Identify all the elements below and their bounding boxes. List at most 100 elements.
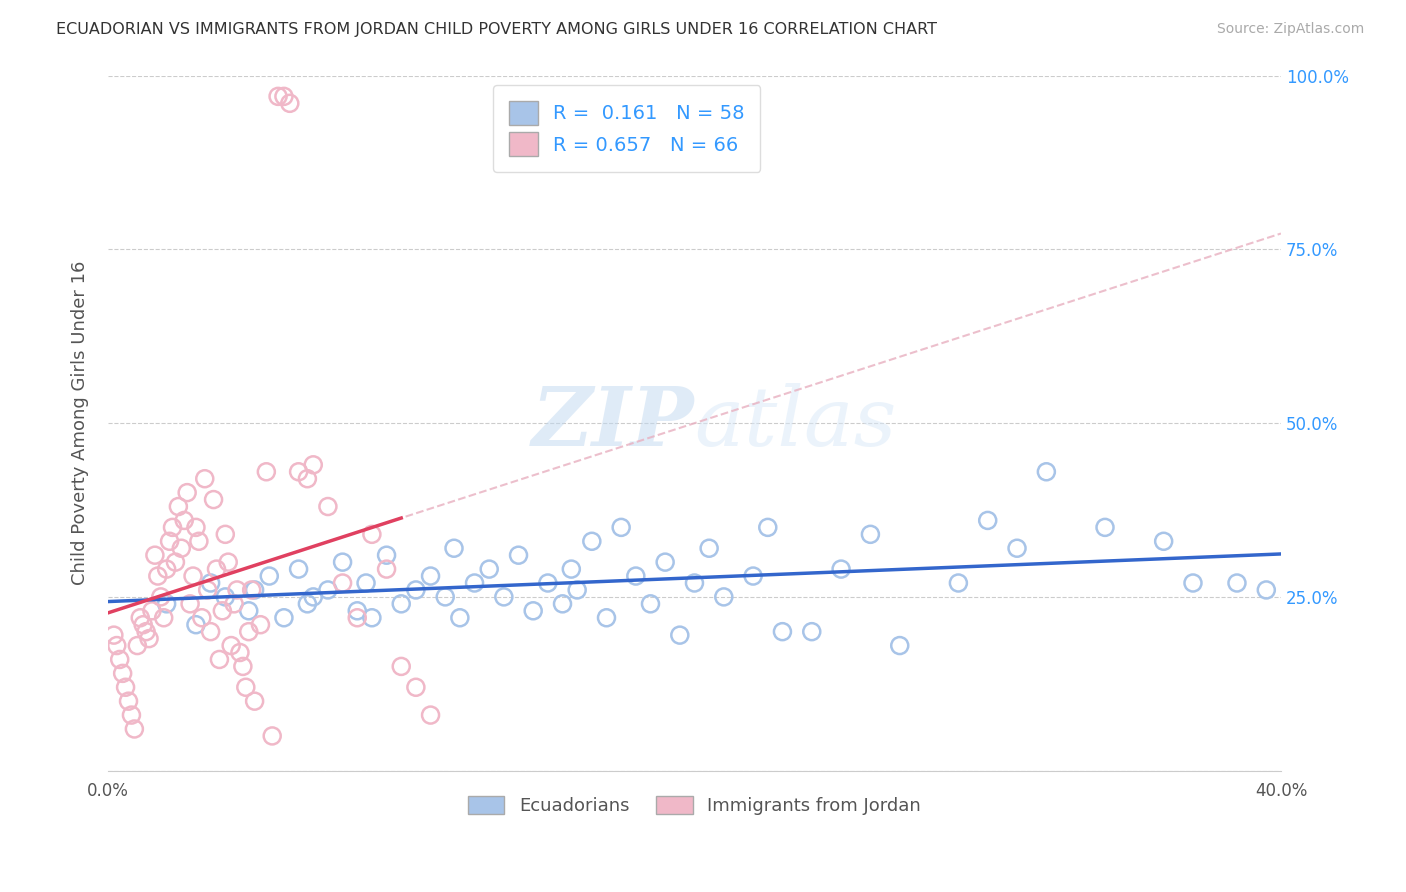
Point [302,458,325,472]
Point [149,590,172,604]
Point [156,562,179,576]
Point [405,680,427,694]
Point [361,527,384,541]
Point [492,590,515,604]
Point [1035,465,1057,479]
Point [187,534,209,549]
Point [167,500,190,514]
Point [111,666,134,681]
Point [197,582,219,597]
Point [254,465,277,479]
Point [262,729,284,743]
Point [560,562,582,576]
Point [389,659,412,673]
Point [135,624,157,639]
Point [200,576,222,591]
Point [551,597,574,611]
Point [346,604,368,618]
Point [756,520,779,534]
Point [181,569,204,583]
Point [259,569,281,583]
Point [581,534,603,549]
Point [1005,541,1028,556]
Point [159,534,181,549]
Point [669,628,692,642]
Point [287,562,309,576]
Point [211,604,233,618]
Point [173,513,195,527]
Point [1153,534,1175,549]
Point [375,562,398,576]
Point [200,624,222,639]
Point [103,628,125,642]
Point [120,708,142,723]
Point [132,617,155,632]
Point [464,576,486,591]
Point [405,582,427,597]
Point [302,590,325,604]
Point [191,611,214,625]
Point [389,597,412,611]
Point [162,520,184,534]
Point [610,520,633,534]
Point [205,562,228,576]
Point [114,680,136,694]
Point [830,562,852,576]
Point [772,624,794,639]
Point [1181,576,1204,591]
Point [889,639,911,653]
Point [287,465,309,479]
Point [165,555,187,569]
Point [1256,582,1278,597]
Point [354,576,377,591]
Text: atlas: atlas [695,383,897,463]
Point [143,548,166,562]
Point [232,659,254,673]
Point [170,541,193,556]
Point [235,680,257,694]
Point [184,520,207,534]
Point [537,576,560,591]
Point [419,708,441,723]
Point [222,597,245,611]
Point [152,611,174,625]
Point [117,694,139,708]
Point [278,96,301,111]
Point [948,576,970,591]
Legend: Ecuadorians, Immigrants from Jordan: Ecuadorians, Immigrants from Jordan [460,787,929,824]
Point [176,485,198,500]
Point [238,624,260,639]
Point [522,604,544,618]
Point [1226,576,1249,591]
Text: ZIP: ZIP [531,383,695,463]
Point [105,639,128,653]
Point [240,582,263,597]
Point [683,576,706,591]
Point [238,604,260,618]
Point [375,548,398,562]
Point [243,694,266,708]
Point [141,604,163,618]
Point [202,492,225,507]
Point [419,569,441,583]
Point [859,527,882,541]
Point [129,611,152,625]
Point [214,590,236,604]
Y-axis label: Child Poverty Among Girls Under 16: Child Poverty Among Girls Under 16 [72,261,89,585]
Point [208,652,231,666]
Point [800,624,823,639]
Point [219,639,242,653]
Point [156,597,179,611]
Point [194,472,217,486]
Point [146,569,169,583]
Point [361,611,384,625]
Point [316,582,339,597]
Point [434,590,457,604]
Point [713,590,735,604]
Point [697,541,720,556]
Point [346,611,368,625]
Point [138,632,160,646]
Point [214,527,236,541]
Point [273,611,295,625]
Point [249,617,271,632]
